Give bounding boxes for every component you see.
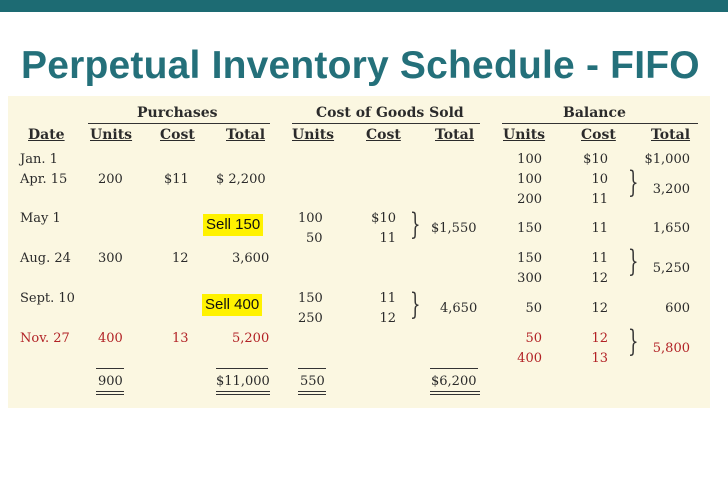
row-aug24-purchase-cost: 12 — [172, 251, 189, 266]
row-apr15-purchase-units: 200 — [98, 172, 123, 187]
brace-icon: } — [628, 324, 639, 359]
row-sep10-balance-cost: 12 — [591, 301, 608, 316]
row-sep10-date: Sept. 10 — [20, 291, 75, 306]
row-nov27-balance-cost-1: 12 — [591, 331, 608, 346]
total-purchase-cost: $11,000 — [216, 374, 270, 389]
brace-icon: } — [410, 207, 421, 242]
row-aug24-balance-units-2: 300 — [517, 271, 542, 286]
col-cogs-units: Units — [292, 127, 335, 143]
total-purchase-units: 900 — [98, 374, 123, 389]
rule-purchases — [88, 123, 270, 124]
row-sep10-cogs-units-1: 150 — [298, 291, 323, 306]
row-nov27-purchase-total: 5,200 — [232, 331, 270, 346]
page-title: Perpetual Inventory Schedule - FIFO — [21, 44, 700, 87]
row-aug24-date: Aug. 24 — [20, 251, 71, 266]
row-apr15-balance-cost-2: 11 — [591, 192, 608, 207]
row-aug24-balance-cost-2: 12 — [591, 271, 608, 286]
row-may1-cogs-cost-1: $10 — [371, 211, 396, 226]
double-rule-cogs-units — [298, 391, 326, 395]
header-purchases: Purchases — [137, 105, 218, 121]
double-rule-purchase-cost — [216, 391, 270, 395]
col-purchase-units: Units — [90, 127, 133, 143]
row-jan1-balance-cost: $10 — [583, 152, 608, 167]
row-aug24-balance-cost-1: 11 — [591, 251, 608, 266]
row-nov27-balance-units-1: 50 — [525, 331, 542, 346]
row-aug24-purchase-units: 300 — [98, 251, 123, 266]
rule-total-purchase-units — [96, 368, 124, 369]
row-sep10-cogs-cost-2: 12 — [379, 311, 396, 326]
row-may1-cogs-units-2: 50 — [306, 231, 323, 246]
col-purchase-total: Total — [226, 127, 266, 143]
row-apr15-balance-cost-1: 10 — [591, 172, 608, 187]
rule-total-cogs-cost — [430, 368, 478, 369]
rule-total-cogs-units — [298, 368, 326, 369]
row-sep10-balance-total: 600 — [665, 301, 690, 316]
row-may1-date: May 1 — [20, 211, 61, 226]
col-date: Date — [28, 127, 65, 143]
inventory-schedule-table: Purchases Cost of Goods Sold Balance Dat… — [8, 96, 710, 408]
rule-cogs — [292, 123, 480, 124]
row-sep10-balance-units: 50 — [525, 301, 542, 316]
total-cogs-units: 550 — [300, 374, 325, 389]
row-jan1-balance-total: $1,000 — [644, 152, 691, 167]
double-rule-cogs-cost — [430, 391, 480, 395]
total-cogs-cost: $6,200 — [431, 374, 477, 389]
top-accent-bar — [0, 0, 728, 12]
row-apr15-balance-total: 3,200 — [652, 182, 690, 197]
col-cogs-cost: Cost — [366, 127, 401, 143]
rule-balance — [502, 123, 698, 124]
col-purchase-cost: Cost — [160, 127, 195, 143]
col-cogs-total: Total — [435, 127, 475, 143]
brace-icon: } — [628, 244, 639, 279]
header-balance: Balance — [563, 105, 626, 121]
sell-note-sep10: Sell 400 — [202, 294, 263, 316]
row-may1-cogs-cost-2: 11 — [379, 231, 396, 246]
row-nov27-balance-units-2: 400 — [517, 351, 542, 366]
row-aug24-balance-units-1: 150 — [517, 251, 542, 266]
header-cogs: Cost of Goods Sold — [316, 105, 464, 121]
row-sep10-cogs-total: 4,650 — [440, 301, 478, 316]
row-apr15-balance-units-1: 100 — [517, 172, 542, 187]
col-balance-units: Units — [503, 127, 546, 143]
row-may1-balance-cost: 11 — [591, 221, 608, 236]
rule-total-purchase-cost — [216, 368, 268, 369]
sell-note-may1: Sell 150 — [203, 214, 264, 236]
row-jan1-balance-units: 100 — [517, 152, 542, 167]
row-may1-balance-units: 150 — [517, 221, 542, 236]
col-balance-cost: Cost — [581, 127, 616, 143]
brace-icon: } — [410, 287, 421, 322]
row-may1-cogs-total: $1,550 — [431, 221, 477, 236]
row-apr15-purchase-cost: $11 — [164, 172, 189, 187]
row-aug24-purchase-total: 3,600 — [232, 251, 270, 266]
row-jan1-date: Jan. 1 — [20, 152, 58, 167]
row-apr15-date: Apr. 15 — [20, 172, 68, 187]
row-nov27-date: Nov. 27 — [20, 331, 70, 346]
row-sep10-cogs-units-2: 250 — [298, 311, 323, 326]
row-sep10-cogs-cost-1: 11 — [379, 291, 396, 306]
row-may1-balance-total: 1,650 — [652, 221, 690, 236]
double-rule-purchase-units — [96, 391, 124, 395]
row-apr15-purchase-total: $ 2,200 — [216, 172, 266, 187]
row-aug24-balance-total: 5,250 — [652, 261, 690, 276]
row-nov27-balance-total: 5,800 — [652, 341, 690, 356]
row-nov27-purchase-units: 400 — [98, 331, 123, 346]
brace-icon: } — [628, 165, 639, 200]
row-nov27-balance-cost-2: 13 — [591, 351, 608, 366]
col-balance-total: Total — [651, 127, 691, 143]
row-may1-cogs-units-1: 100 — [298, 211, 323, 226]
row-nov27-purchase-cost: 13 — [172, 331, 189, 346]
row-apr15-balance-units-2: 200 — [517, 192, 542, 207]
